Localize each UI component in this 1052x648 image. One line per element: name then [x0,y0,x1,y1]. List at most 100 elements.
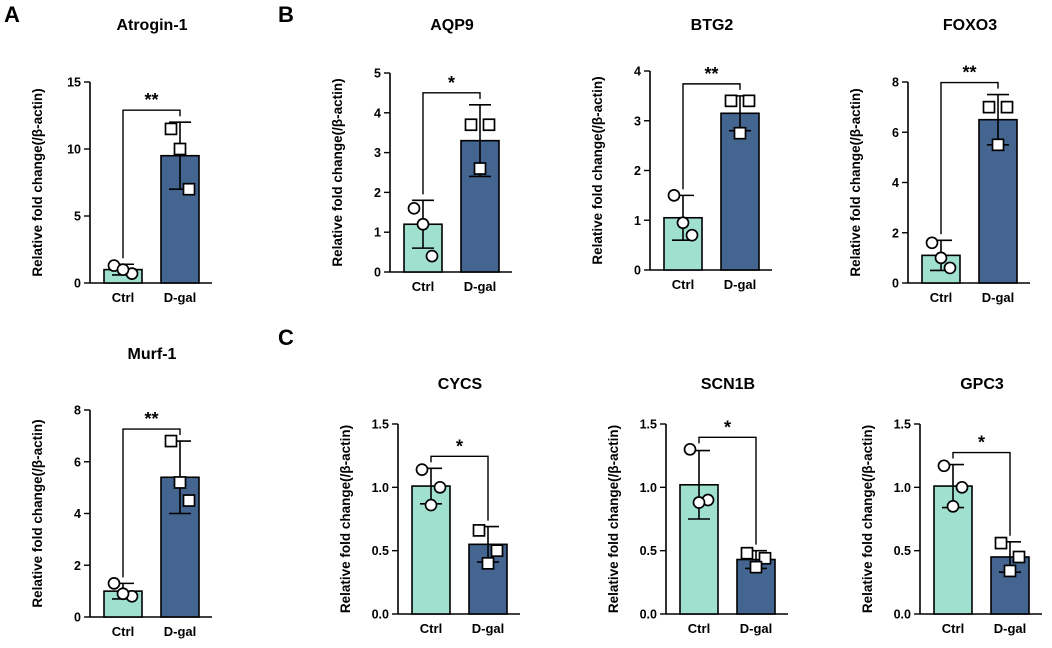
y-axis-label: Relative fold change(/β-actin) [860,425,875,613]
x-category-label: Ctrl [942,621,964,636]
y-tick-label: 0.5 [640,544,657,558]
y-tick-label: 0 [374,266,381,280]
y-tick-label: 3 [634,114,641,128]
y-tick-label: 0.0 [640,608,657,622]
x-category-label: D-gal [164,624,197,639]
chart-gpc3: GPC3 Relative fold change(/β-actin) 0.0 0.5… [860,376,1042,636]
data-point [116,587,130,601]
data-point [1000,100,1014,114]
x-category-label: D-gal [472,621,505,636]
y-tick-label: 1.5 [640,418,657,432]
data-point [991,138,1005,152]
y-tick-label: 6 [892,126,899,140]
data-point [407,201,421,215]
data-point [749,560,763,574]
data-point [1012,550,1026,564]
y-tick-label: 0.0 [894,608,911,622]
data-point [1003,564,1017,578]
significance-label: ** [962,63,976,83]
y-tick-label: 1.5 [894,418,911,432]
y-tick-label: 0 [892,277,899,291]
significance-bracket [422,92,481,195]
data-point [667,189,681,202]
x-category-label: D-gal [464,279,497,294]
y-tick-label: 5 [74,210,81,224]
data-point [758,551,772,565]
chart-title: BTG2 [691,17,734,34]
y-tick-label: 1.5 [372,418,389,432]
panel-label-c: C [278,325,294,350]
data-point [182,494,196,507]
data-point [472,524,486,537]
y-axis-label: Relative fold change(/β-actin) [606,425,621,613]
panel-label-b: B [278,2,294,27]
data-point [173,142,187,156]
panel-label-a: A [4,2,20,27]
y-tick-label: 2 [74,559,81,573]
y-tick-label: 1.0 [894,481,911,495]
data-point [416,217,430,231]
data-point [740,546,754,560]
data-point [425,249,439,263]
data-point [943,261,957,275]
bar-ctrl [933,485,973,615]
x-category-label: D-gal [994,621,1027,636]
y-tick-label: 2 [374,186,381,200]
chart-aqp9: AQP9 Relative fold change(/β-actin) 0 1 2 3 4 5… [330,17,512,294]
y-tick-label: 0.0 [372,608,389,622]
data-point [182,182,196,196]
data-point [415,463,429,476]
y-tick-label: 4 [374,106,381,120]
y-tick-label: 10 [67,143,81,157]
significance-label: * [456,436,463,456]
chart-title: CYCS [438,376,483,393]
chart-title: SCN1B [701,376,755,393]
y-tick-label: 0.5 [372,544,389,558]
y-tick-label: 1 [634,214,641,228]
chart-murf: Murf-1 Relative fold change(/β-actin) 0 2 4 6… [30,346,212,639]
significance-label: ** [704,64,718,84]
y-tick-label: 2 [634,164,641,178]
y-axis-label: Relative fold change(/β-actin) [30,419,45,607]
y-tick-label: 8 [892,76,899,90]
data-point [955,480,969,494]
significance-bracket [698,436,757,545]
y-tick-label: 3 [374,146,381,160]
data-point [464,118,478,132]
y-tick-label: 0.5 [894,544,911,558]
significance-label: ** [144,409,158,429]
data-point [733,126,747,140]
significance-label: ** [144,90,158,110]
data-point [107,577,121,590]
data-point [676,216,690,230]
x-category-label: Ctrl [420,621,442,636]
data-point [164,434,178,448]
chart-title: FOXO3 [943,17,997,34]
y-tick-label: 5 [374,67,381,81]
y-tick-label: 6 [74,455,81,469]
data-point [982,100,996,114]
x-category-label: Ctrl [412,279,434,294]
significance-bracket [430,455,489,521]
data-point [724,94,738,108]
y-tick-label: 0 [634,264,641,278]
y-axis-label: Relative fold change(/β-actin) [590,76,605,264]
chart-title: Murf-1 [128,346,177,363]
data-point [424,498,438,512]
data-point [481,556,495,570]
x-category-label: Ctrl [930,290,952,305]
data-point [685,228,699,242]
x-category-label: D-gal [724,277,757,292]
x-category-label: D-gal [164,290,197,305]
chart-atrogin: Atrogin-1 Relative fold change(/β-actin) 0… [30,17,212,305]
data-point [946,499,960,513]
y-tick-label: 4 [634,65,641,79]
y-tick-label: 2 [892,226,899,240]
x-category-label: D-gal [982,290,1015,305]
y-tick-label: 8 [74,404,81,418]
y-tick-label: 1.0 [640,481,657,495]
data-point [490,544,504,558]
y-tick-label: 15 [67,76,81,90]
y-axis-label: Relative fold change(/β-actin) [848,88,863,276]
